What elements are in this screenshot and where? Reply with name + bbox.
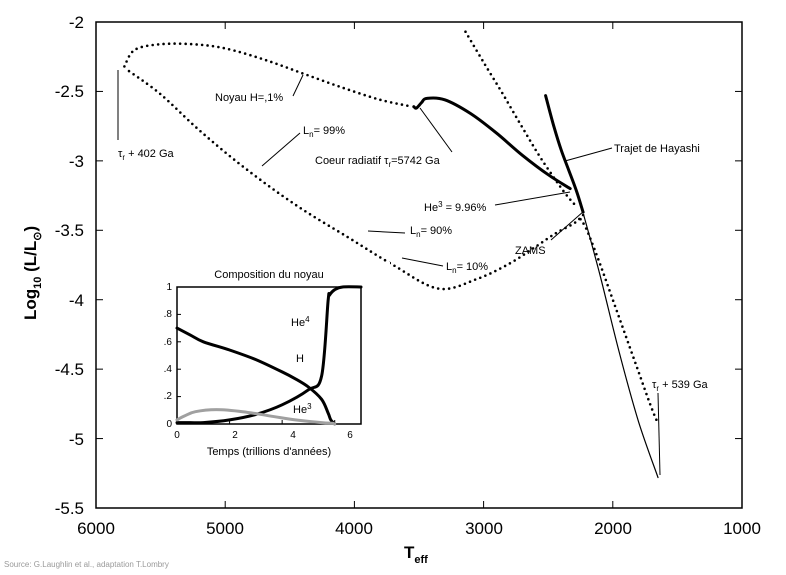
y-tick-label: -5 — [69, 430, 84, 449]
series-1-dotted — [123, 42, 414, 108]
leader-line — [401, 257, 444, 267]
y-tick-label: -4.5 — [55, 360, 84, 379]
series-6-thin-solid — [583, 214, 659, 479]
source-credit: Source: G.Laughlin et al., adaptation T.… — [4, 560, 169, 569]
series-2-solid — [412, 96, 572, 191]
x-tick-label: 3000 — [465, 519, 503, 538]
main-series-group — [123, 30, 660, 479]
inset-y-tick: 0 — [166, 419, 172, 430]
inset-series-1 — [175, 326, 337, 426]
leader-line — [564, 147, 613, 162]
leader-line — [494, 191, 571, 206]
inset-x-tick: 2 — [232, 430, 238, 441]
inset-series-group — [175, 285, 363, 426]
inset-label-h: H — [296, 353, 304, 365]
annotation-ln-99: Ln= 99% — [303, 125, 345, 139]
x-tick-label: 4000 — [335, 519, 373, 538]
main-x-axis: 6000 5000 4000 3000 2000 1000 — [77, 519, 761, 538]
annotation-ln-90: Ln= 90% — [410, 225, 452, 239]
series-4-dotted — [464, 30, 578, 208]
main-y-axis: -2 -2.5 -3 -3.5 -4 -4.5 -5 -5.5 — [55, 13, 84, 518]
y-tick-label: -4 — [69, 291, 84, 310]
y-tick-label: -5.5 — [55, 499, 84, 518]
inset-x-axis-title: Temps (trillions d'années) — [207, 446, 331, 458]
annotation-coeur-radiatif: Coeur radiatif τr=5742 Ga — [315, 155, 441, 169]
inset-background — [160, 262, 390, 468]
inset-x-tick: 4 — [290, 430, 296, 441]
annotation-402ga: τr + 402 Ga — [118, 148, 175, 162]
annotation-noyau-h: Noyau H=,1% — [215, 92, 283, 104]
main-tick-marks — [95, 21, 743, 509]
inset-label-he4: He4 — [291, 315, 310, 329]
x-tick-label: 1000 — [723, 519, 761, 538]
annotation-zams: ZAMS — [515, 245, 546, 257]
y-tick-label: -3.5 — [55, 221, 84, 240]
y-tick-label: -2.5 — [55, 82, 84, 101]
leader-line — [550, 210, 585, 241]
x-tick-label: 2000 — [594, 519, 632, 538]
inset-y-tick: 1 — [166, 282, 172, 293]
annotation-leader-lines — [117, 70, 661, 476]
inset-y-tick: .4 — [164, 364, 173, 375]
main-plot-frame — [95, 21, 743, 509]
leader-line — [292, 74, 304, 97]
leader-line — [367, 230, 406, 234]
inset-y-tick: .2 — [164, 391, 173, 402]
inset-series-0 — [175, 285, 363, 425]
leader-line — [657, 392, 661, 476]
leader-line — [261, 132, 301, 167]
series-3-dotted — [579, 217, 660, 425]
inset-y-tick: .6 — [164, 337, 173, 348]
annotation-ln-10: Ln= 10% — [446, 261, 488, 275]
inset-chart: Composition du noyau 0 2 4 6 0 .2 .4 .6 … — [160, 262, 390, 468]
x-axis-title: Teff — [404, 543, 428, 566]
annotation-hayashi: Trajet de Hayashi — [614, 143, 700, 155]
inset-title: Composition du noyau — [214, 269, 323, 281]
inset-plot-frame — [176, 286, 362, 425]
y-axis-title: Log10 (L/L⊙) — [21, 226, 44, 320]
x-tick-label: 6000 — [77, 519, 115, 538]
inset-x-tick: 0 — [174, 430, 180, 441]
inset-series-2 — [175, 408, 337, 426]
annotations: τr + 402 Ga Noyau H=,1% Ln= 99% Coeur ra… — [118, 92, 709, 393]
inset-label-he3: He3 — [293, 402, 312, 416]
series-5-solid — [544, 94, 585, 214]
inset-y-tick: .8 — [164, 309, 173, 320]
y-tick-label: -2 — [69, 13, 84, 32]
inset-x-tick: 6 — [347, 430, 353, 441]
x-tick-label: 5000 — [206, 519, 244, 538]
leader-line — [419, 107, 453, 153]
annotation-he3: He3 = 9.96% — [424, 200, 486, 214]
y-tick-label: -3 — [69, 152, 84, 171]
annotation-539ga: τr + 539 Ga — [652, 379, 709, 393]
